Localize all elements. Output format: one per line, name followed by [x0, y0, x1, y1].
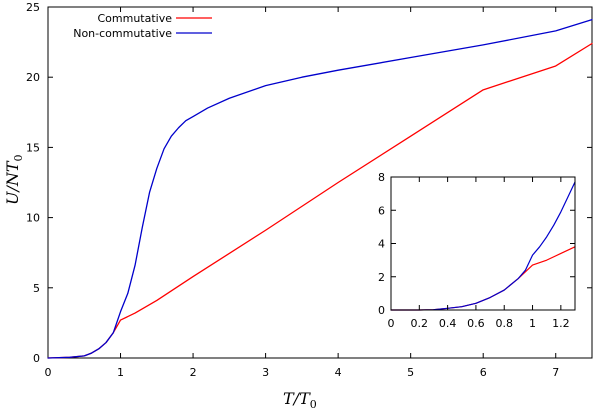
x-axis-label-sep: / — [292, 389, 301, 408]
legend: Commutative Non-commutative — [73, 12, 212, 40]
inset-x-tick-label: 1 — [529, 317, 536, 330]
main-y-tick-label: 5 — [33, 282, 40, 295]
x-axis-label: T/T0 — [283, 389, 317, 411]
y-axis-label-nt: NT — [3, 160, 22, 187]
main-x-tick-label: 3 — [262, 366, 269, 379]
main-x-tick-label: 1 — [117, 366, 124, 379]
inset-y-tick-label: 8 — [378, 171, 385, 184]
main-y-tick-label: 20 — [26, 71, 40, 84]
main-series-line-1 — [47, 18, 593, 359]
inset-x-tick-label: 0.8 — [495, 317, 513, 330]
inset-y-tick-label: 0 — [378, 304, 385, 317]
main-y-tick-label: 15 — [26, 141, 40, 154]
y-axis-label-sep: / — [3, 185, 22, 194]
main-plot-frame — [47, 6, 593, 359]
inset-y-tick-label: 4 — [378, 238, 385, 251]
main-x-tick-label: 5 — [407, 366, 414, 379]
main-y-tick-label: 25 — [26, 1, 40, 14]
main-x-tick-label: 7 — [552, 366, 559, 379]
inset-x-tick-label: 0.6 — [467, 317, 485, 330]
main-y-tick-label: 10 — [26, 212, 40, 225]
legend-label-noncommutative: Non-commutative — [73, 27, 172, 40]
inset-x-tick-label: 1.2 — [552, 317, 570, 330]
inset-x-tick-label: 0.4 — [439, 317, 457, 330]
main-x-tick-label: 6 — [480, 366, 487, 379]
x-axis-label-sub: 0 — [310, 398, 317, 411]
inset-background — [391, 177, 575, 310]
inset-y-tick-label: 6 — [378, 204, 385, 217]
x-axis-label-t: T — [299, 389, 311, 408]
main-x-tick-label: 0 — [45, 366, 52, 379]
main-y-tick-label: 0 — [33, 352, 40, 365]
x-axis-label-main: T — [283, 389, 295, 408]
legend-label-commutative: Commutative — [97, 12, 172, 25]
main-x-tick-label: 4 — [335, 366, 342, 379]
y-axis-label-main: U — [3, 191, 22, 205]
y-axis-label: U/NT0 — [3, 154, 25, 205]
y-axis-label-sub: 0 — [12, 154, 25, 161]
inset-ticks: 0 0.2 0.4 0.6 0.8 1 1.2 0 2 4 6 8 — [378, 171, 575, 330]
inset-x-tick-label: 0 — [388, 317, 395, 330]
inset-series-line-1 — [390, 181, 576, 311]
inset-x-tick-label: 0.2 — [411, 317, 429, 330]
main-series — [47, 18, 593, 359]
main-x-tick-label: 2 — [190, 366, 197, 379]
inset-y-tick-label: 2 — [378, 271, 385, 284]
